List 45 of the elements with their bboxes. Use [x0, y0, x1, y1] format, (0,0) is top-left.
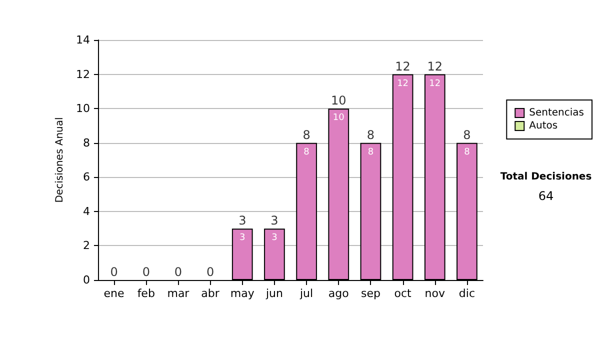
x-tick-label: feb	[137, 287, 155, 300]
total-label: 8	[463, 128, 471, 142]
data-label: 12	[429, 78, 441, 89]
total-label: 12	[395, 59, 410, 74]
data-label: 12	[397, 78, 409, 89]
y-tick-label: 12	[76, 68, 90, 81]
data-label: 3	[272, 233, 278, 244]
legend-label: Autos	[529, 120, 558, 132]
x-tick-label: may	[230, 287, 255, 300]
legend-label: Sentencias	[529, 108, 584, 118]
x-tick-label: oct	[394, 287, 412, 300]
data-label: 8	[368, 147, 374, 158]
total-label: 12	[427, 59, 443, 74]
total-label: 8	[366, 128, 375, 142]
total-label: 0	[110, 265, 118, 279]
text: 64	[538, 189, 554, 203]
x-tick-label: dic	[458, 287, 476, 300]
total-label: 8	[302, 128, 310, 142]
total-label: 0	[142, 265, 150, 279]
text: Total Decisiones	[500, 172, 592, 182]
x-tick-label: nov	[424, 287, 446, 300]
y-tick-label: 0	[83, 274, 90, 286]
total-label: 0	[174, 265, 182, 279]
x-tick-label: abr	[201, 287, 220, 300]
y-tick-label: 14	[76, 34, 90, 46]
data-label: 8	[464, 147, 470, 158]
data-label: 10	[332, 113, 345, 124]
x-tick-label: jun	[264, 287, 283, 300]
y-axis-title: Decisiones Anual	[54, 117, 66, 203]
data-label: 3	[240, 233, 246, 244]
y-tick-label: 10	[76, 102, 90, 116]
total-label: 3	[238, 214, 246, 228]
y-tick-label: 8	[83, 136, 90, 150]
x-tick-label: jul	[298, 287, 314, 300]
total-label: 10	[330, 94, 346, 108]
x-tick-label: ago	[328, 287, 350, 300]
total-label: 3	[270, 214, 278, 228]
y-tick-label: 2	[83, 239, 90, 252]
y-tick-label: 6	[83, 170, 90, 184]
data-label: 8	[304, 147, 310, 158]
x-tick-label: ene	[104, 287, 125, 300]
x-tick-label: sep	[360, 287, 380, 300]
x-tick-label: mar	[167, 287, 190, 300]
y-tick-label: 4	[83, 204, 90, 218]
total-label: 0	[206, 265, 214, 279]
